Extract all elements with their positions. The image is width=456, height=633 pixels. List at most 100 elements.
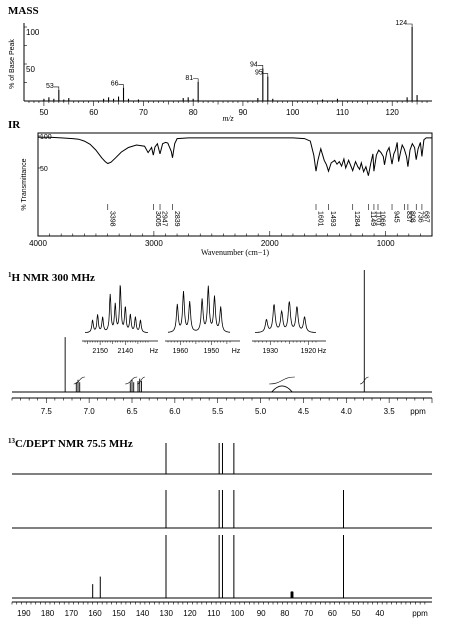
cnmr-title: 13C/DEPT NMR 75.5 MHz	[8, 437, 133, 450]
cnmr-x-tick-label: 170	[65, 609, 79, 618]
mass-peak-label: 53	[46, 83, 54, 90]
hnmr-broad-peak	[271, 385, 293, 393]
ir-peak-label: 1493	[329, 211, 336, 227]
hnmr-inset-unit: Hz	[232, 348, 241, 355]
hnmr-integral-curve	[125, 376, 138, 385]
hnmr-inset-tick-label: 1950	[204, 348, 220, 355]
hnmr-x-tick-label: 7.5	[41, 407, 53, 416]
mass-x-tick-label: 100	[286, 108, 300, 117]
ir-peak-label: 3398	[108, 211, 115, 227]
ir-peak-label: 1284	[353, 211, 360, 227]
hnmr-x-tick-label: 4.5	[298, 407, 310, 416]
mass-x-tick-label: 60	[89, 108, 98, 117]
hnmr-integral-curve	[359, 376, 369, 385]
ir-x-tick-label: 1000	[377, 239, 395, 248]
cnmr-x-tick-label: 130	[160, 609, 174, 618]
cnmr-x-tick-label: 120	[183, 609, 197, 618]
hnmr-inset-tick-label: 2150	[92, 348, 108, 355]
ir-transmittance-curve	[38, 136, 432, 176]
mass-x-tick-label: 50	[39, 108, 48, 117]
ir-x-tick-label: 2000	[261, 239, 279, 248]
ir-peak-label: 687	[422, 211, 429, 223]
hnmr-inset-tick-label: 1920	[301, 348, 317, 355]
cnmr-x-tick-label: 80	[280, 609, 289, 618]
ir-x-tick-label: 4000	[29, 239, 47, 248]
ir-peak-label: 3005	[154, 211, 161, 227]
cnmr-x-tick-label: 110	[207, 609, 220, 618]
ir-peak-label: 1601	[317, 211, 324, 227]
hnmr-x-tick-label: 5.0	[255, 407, 267, 416]
mass-y-tick-label: 50	[26, 65, 35, 74]
mass-x-tick-label: 90	[238, 108, 247, 117]
cnmr-title-superscript: 13	[8, 437, 16, 445]
mass-peak-label-leader	[193, 78, 199, 82]
ir-peak-label: 808	[408, 211, 415, 223]
hnmr-inset-unit: Hz	[150, 348, 159, 355]
ir-peak-label: 1066	[378, 211, 385, 227]
mass-peak-label-leader	[262, 73, 269, 77]
hnmr-inset-trace	[254, 301, 316, 333]
cnmr-x-tick-label: 100	[231, 609, 245, 618]
mass-peak-label: 81	[185, 75, 193, 82]
cnmr-x-tick-label: 150	[112, 609, 126, 618]
hnmr-x-tick-label: 5.5	[212, 407, 224, 416]
cnmr-x-unit: ppm	[412, 609, 428, 618]
mass-peak-label-leader	[407, 23, 413, 27]
mass-peak-label-leader	[53, 86, 60, 90]
hnmr-inset-tick-label: 2140	[118, 348, 134, 355]
cnmr-x-tick-label: 90	[257, 609, 266, 618]
ir-x-tick-label: 3000	[145, 239, 163, 248]
mass-x-tick-label: 120	[386, 108, 400, 117]
hnmr-x-tick-label: 7.0	[84, 407, 96, 416]
hnmr-title-superscript: 1	[8, 271, 12, 279]
hnmr-title-text: H NMR 300 MHz	[12, 272, 96, 284]
ir-y-tick-label: 50	[40, 166, 48, 173]
mass-peak-label: 66	[111, 81, 119, 88]
cnmr-x-tick-label: 40	[375, 609, 384, 618]
ir-peak-label: 1101	[374, 211, 381, 226]
hnmr-inset-tick-label: 1930	[262, 348, 278, 355]
hnmr-inset-trace	[167, 285, 231, 333]
mass-peak-label: 124	[395, 20, 407, 27]
cnmr-x-tick-label: 50	[352, 609, 361, 618]
hnmr-x-tick-label: 4.0	[341, 407, 353, 416]
hnmr-x-tick-label: 6.0	[169, 407, 181, 416]
ir-peak-label: 837	[405, 211, 412, 223]
mass-title: MASS	[8, 5, 39, 17]
ir-x-label: Wavenumber (cm−1)	[201, 248, 269, 257]
ir-peak-label: 2839	[173, 211, 180, 227]
hnmr-inset-unit: Hz	[318, 348, 327, 355]
cnmr-x-tick-label: 70	[304, 609, 313, 618]
mass-peak-label: 95	[255, 70, 263, 77]
mass-y-tick-label: 100	[26, 28, 40, 37]
cnmr-x-tick-label: 140	[136, 609, 150, 618]
mass-x-tick-label: 110	[336, 108, 349, 117]
mass-peak-label-leader	[257, 65, 264, 69]
ir-peak-label: 945	[393, 211, 400, 223]
ir-y-label: % Transmittance	[21, 158, 28, 210]
mass-peak-label: 94	[250, 61, 258, 68]
hnmr-inset-trace	[85, 285, 149, 333]
hnmr-x-unit: ppm	[410, 407, 426, 416]
ir-title: IR	[8, 119, 21, 131]
hnmr-x-tick-label: 3.5	[384, 407, 396, 416]
ir-peak-label: 736	[417, 211, 424, 223]
hnmr-integral-curve	[73, 376, 85, 385]
cnmr-x-tick-label: 60	[328, 609, 337, 618]
hnmr-title: 1H NMR 300 MHz	[8, 271, 95, 284]
cnmr-x-tick-label: 160	[88, 609, 102, 618]
hnmr-integral-curve	[269, 376, 295, 385]
hnmr-integral-curve	[137, 376, 145, 385]
ir-peak-label: 1149	[369, 211, 376, 226]
hnmr-inset-tick-label: 1960	[173, 348, 189, 355]
mass-y-label: % of Base Peak	[9, 39, 16, 89]
mass-x-tick-label: 70	[139, 108, 148, 117]
cnmr-x-tick-label: 190	[17, 609, 31, 618]
cnmr-title-text: C/DEPT NMR 75.5 MHz	[15, 438, 133, 450]
mass-x-label: m/z	[222, 114, 234, 123]
ir-peak-label: 2947	[161, 211, 168, 227]
mass-x-tick-label: 80	[189, 108, 198, 117]
cnmr-x-tick-label: 180	[41, 609, 55, 618]
mass-peak-label-leader	[118, 84, 124, 88]
